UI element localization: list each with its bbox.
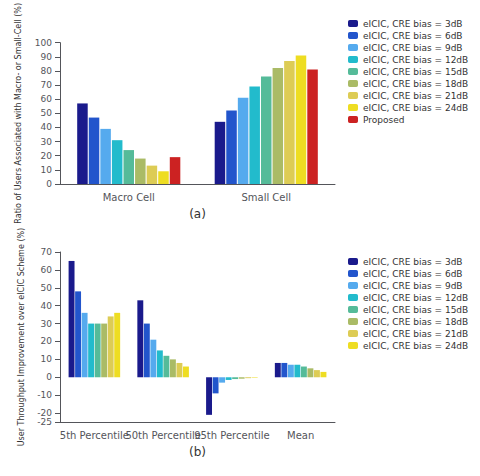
svg-text:eICIC, CRE bias = 12dB: eICIC, CRE bias = 12dB bbox=[363, 293, 468, 303]
svg-text:eICIC, CRE bias = 6dB: eICIC, CRE bias = 6dB bbox=[363, 269, 463, 279]
svg-text:50th Percentile: 50th Percentile bbox=[125, 430, 201, 441]
svg-text:50: 50 bbox=[41, 283, 53, 293]
svg-text:(b): (b) bbox=[189, 445, 206, 459]
svg-text:eICIC, CRE bias = 3dB: eICIC, CRE bias = 3dB bbox=[363, 257, 463, 267]
svg-text:40: 40 bbox=[41, 122, 53, 132]
svg-text:eICIC, CRE bias = 24dB: eICIC, CRE bias = 24dB bbox=[363, 103, 468, 113]
svg-text:90: 90 bbox=[41, 52, 53, 62]
svg-text:eICIC, CRE bias = 15dB: eICIC, CRE bias = 15dB bbox=[363, 305, 468, 315]
svg-text:70: 70 bbox=[41, 247, 53, 257]
svg-text:eICIC, CRE bias = 21dB: eICIC, CRE bias = 21dB bbox=[363, 91, 468, 101]
svg-text:0: 0 bbox=[46, 179, 52, 189]
svg-text:30: 30 bbox=[41, 137, 53, 147]
svg-text:Small Cell: Small Cell bbox=[241, 192, 291, 203]
svg-text:80: 80 bbox=[41, 66, 53, 76]
svg-text:eICIC, CRE bias = 15dB: eICIC, CRE bias = 15dB bbox=[363, 67, 468, 77]
svg-text:Proposed: Proposed bbox=[363, 115, 404, 125]
svg-text:70: 70 bbox=[41, 80, 53, 90]
svg-text:-25: -25 bbox=[37, 417, 52, 427]
svg-text:eICIC, CRE bias = 24dB: eICIC, CRE bias = 24dB bbox=[363, 341, 468, 351]
svg-text:eICIC, CRE bias = 6dB: eICIC, CRE bias = 6dB bbox=[363, 31, 463, 41]
svg-text:eICIC, CRE bias = 18dB: eICIC, CRE bias = 18dB bbox=[363, 79, 468, 89]
svg-text:eICIC, CRE bias = 3dB: eICIC, CRE bias = 3dB bbox=[363, 19, 463, 29]
svg-text:30: 30 bbox=[41, 319, 53, 329]
svg-text:Ratio of Users Associated with: Ratio of Users Associated with Macro- or… bbox=[14, 3, 23, 224]
svg-text:95th Percentile: 95th Percentile bbox=[194, 430, 270, 441]
svg-text:-10: -10 bbox=[37, 390, 52, 400]
svg-text:0: 0 bbox=[46, 372, 52, 382]
svg-text:20: 20 bbox=[41, 336, 53, 346]
svg-text:eICIC, CRE bias = 18dB: eICIC, CRE bias = 18dB bbox=[363, 317, 468, 327]
svg-text:5th Percentile: 5th Percentile bbox=[60, 430, 129, 441]
svg-text:40: 40 bbox=[41, 301, 53, 311]
svg-text:50: 50 bbox=[41, 108, 53, 118]
svg-text:eICIC, CRE bias = 9dB: eICIC, CRE bias = 9dB bbox=[363, 43, 463, 53]
svg-text:-20: -20 bbox=[37, 408, 52, 418]
svg-text:60: 60 bbox=[41, 94, 53, 104]
svg-text:eICIC, CRE bias = 9dB: eICIC, CRE bias = 9dB bbox=[363, 281, 463, 291]
svg-text:User Throughput Improvement ov: User Throughput Improvement over eICIC S… bbox=[17, 228, 26, 446]
svg-text:(a): (a) bbox=[189, 207, 206, 221]
svg-text:eICIC, CRE bias = 21dB: eICIC, CRE bias = 21dB bbox=[363, 329, 468, 339]
svg-text:10: 10 bbox=[41, 354, 53, 364]
svg-text:Macro Cell: Macro Cell bbox=[103, 192, 155, 203]
svg-text:eICIC, CRE bias = 12dB: eICIC, CRE bias = 12dB bbox=[363, 55, 468, 65]
svg-text:60: 60 bbox=[41, 265, 53, 275]
svg-text:10: 10 bbox=[41, 165, 53, 175]
svg-text:Mean: Mean bbox=[287, 430, 314, 441]
svg-text:100: 100 bbox=[35, 38, 52, 48]
svg-text:20: 20 bbox=[41, 151, 53, 161]
